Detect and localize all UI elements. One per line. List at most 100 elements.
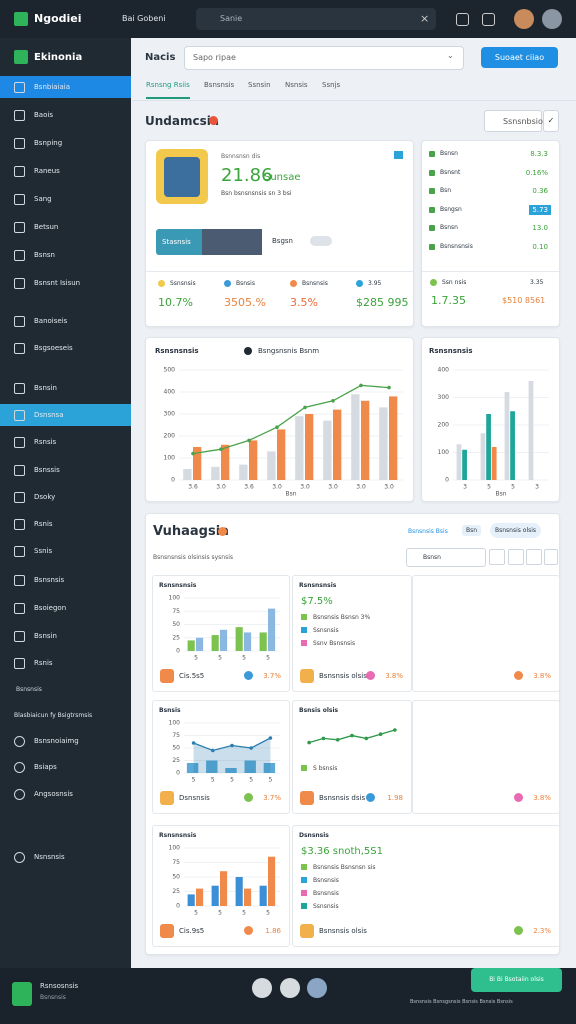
nav-item[interactable]: Bsnbiaiaia <box>0 76 131 98</box>
sidebar: Ekinonia Bsnbiaiaia Baois Bsnping Raneus San… <box>0 38 131 968</box>
nav-item[interactable]: Betsun <box>0 216 131 238</box>
search-placeholder: Sanie <box>220 14 243 23</box>
footer-value: 2.3% <box>533 927 551 935</box>
y-tick-label: 300 <box>438 394 450 401</box>
icon-button[interactable] <box>526 549 542 565</box>
thumbnail: Stasnsis <box>156 229 262 255</box>
nav-item[interactable]: Bsnsnoiaimg <box>0 730 131 752</box>
search-box[interactable]: Ssnsnbsio <box>484 110 543 132</box>
nav-item[interactable]: Rsnis <box>0 652 131 674</box>
nav-icon <box>14 278 25 289</box>
panel-title: Rsnsnsnsis <box>299 582 337 589</box>
nav-item[interactable]: Nsnsnsis <box>0 846 131 868</box>
nav-item[interactable]: Bsgsoeseis <box>0 337 131 359</box>
tab[interactable]: Nsnsis <box>285 81 308 89</box>
check-button[interactable]: ✓ <box>543 110 559 132</box>
icon-button[interactable] <box>252 978 272 998</box>
y-tick-label: 25 <box>172 757 180 764</box>
list-icon <box>429 243 435 250</box>
nav-item[interactable]: Bsoiegon <box>0 597 131 619</box>
nav-label: Bsoiegon <box>34 604 67 612</box>
point <box>230 743 234 748</box>
y-tick-label: 75 <box>172 608 180 615</box>
primary-button[interactable]: Suoaet ciiao <box>481 47 558 68</box>
icon-button[interactable] <box>482 13 495 26</box>
search-box[interactable]: Sanie × <box>196 8 436 30</box>
nav-label: Bsnping <box>34 139 63 147</box>
icon-button[interactable] <box>280 978 300 998</box>
nav-item[interactable]: Banoiseis <box>0 310 131 332</box>
icon-button[interactable] <box>456 13 469 26</box>
point <box>364 736 369 741</box>
nav-item[interactable]: Dsoky <box>0 486 131 508</box>
nav-item[interactable]: Bsnsin <box>0 625 131 647</box>
link[interactable]: Bsnsnsis Bsis <box>408 528 448 535</box>
nav-item[interactable]: Ssnis <box>0 540 131 562</box>
nav-item[interactable]: Bsnping <box>0 132 131 154</box>
nav-item[interactable]: Baois <box>0 104 131 126</box>
icon-button[interactable] <box>489 549 505 565</box>
y-tick-label: 75 <box>172 859 180 866</box>
bar <box>268 856 276 906</box>
x-tick-label: 5 <box>194 910 198 917</box>
nav-item[interactable]: Bsnsn <box>0 244 131 266</box>
nav-item[interactable]: Dsnsnsa <box>0 404 131 426</box>
nav-label: Bsiaps <box>34 763 57 771</box>
nav-item[interactable]: Sang <box>0 188 131 210</box>
button-text: Suoaet ciiao <box>494 53 545 62</box>
tab[interactable]: Ssnjs <box>322 81 341 89</box>
tab[interactable]: Rsnsng Rsiis <box>146 81 190 99</box>
nav-icon <box>14 631 25 642</box>
button-text: Bi Bi Bsotaiin olsis <box>489 976 544 983</box>
bar <box>333 409 342 480</box>
nav-item[interactable]: Bsnsnt Isisun <box>0 272 131 294</box>
bar <box>249 440 258 480</box>
y-tick-label: 50 <box>172 621 180 628</box>
chart: 0 100 200 300 400 3 5 5 3 Bsn <box>438 367 549 496</box>
nav-item[interactable]: Bsnssis <box>0 459 131 481</box>
panel-value: $7.5% <box>301 596 333 607</box>
y-tick-label: 25 <box>172 634 180 641</box>
avatar[interactable] <box>542 9 562 29</box>
nav-item[interactable]: Rsnis <box>0 513 131 535</box>
summary-value: 1.7.35 <box>431 294 466 307</box>
nav-item[interactable]: Raneus <box>0 160 131 182</box>
nav-item[interactable]: Bsnsnsis <box>0 569 131 591</box>
stat-value: $285 995 <box>356 296 409 309</box>
clear-icon[interactable]: × <box>420 12 430 25</box>
select[interactable]: Sapo ripae ⌄ <box>184 46 464 70</box>
point <box>393 728 397 732</box>
panel-card: Rsnsnsnsis 0 25 50 75 100 5 5 5 5 Cis.5s5 3.7% <box>152 575 290 692</box>
nav-item[interactable]: Angsosnsis <box>0 783 131 805</box>
footer-button[interactable]: Bi Bi Bsotaiin olsis <box>471 968 562 992</box>
bar <box>187 894 195 906</box>
top-menu[interactable]: Bai Gobeni <box>122 14 166 23</box>
icon-button[interactable] <box>307 978 327 998</box>
panel-card: Rsnsnsnsis 0 25 50 75 100 5 5 5 5 Cis.9s5 1.86 <box>152 825 290 947</box>
icon-button[interactable] <box>544 549 558 565</box>
y-tick-label: 100 <box>164 455 176 462</box>
footer-icon <box>366 671 375 680</box>
user-name: Rsnsosnsis <box>40 982 79 990</box>
nav-icon <box>14 492 25 503</box>
x-tick-label: 5 <box>242 910 246 917</box>
link-button[interactable]: Bsn <box>462 525 482 536</box>
panel-line: Ssnsnsis <box>313 903 339 910</box>
bar <box>235 877 243 906</box>
pill-button[interactable]: Bsnsnsis olsis <box>490 523 542 538</box>
nav-item[interactable]: Bsiaps <box>0 756 131 778</box>
toggle[interactable] <box>310 236 332 246</box>
nav-item[interactable]: Bsnsin <box>0 377 131 399</box>
tab[interactable]: Ssnsin <box>248 81 271 89</box>
point <box>268 736 273 740</box>
bar <box>239 464 248 480</box>
search-box[interactable]: Bsnsn <box>406 548 486 567</box>
nav-item[interactable]: Rsnsis <box>0 431 131 453</box>
brand: Ekinonia <box>34 52 83 63</box>
nav-icon <box>14 166 25 177</box>
tab[interactable]: Bsnsnsis <box>204 81 235 89</box>
avatar[interactable] <box>514 9 534 29</box>
x-tick-label: 5 <box>249 777 253 784</box>
nav-label: Bsgsoeseis <box>34 344 73 352</box>
icon-button[interactable] <box>508 549 524 565</box>
